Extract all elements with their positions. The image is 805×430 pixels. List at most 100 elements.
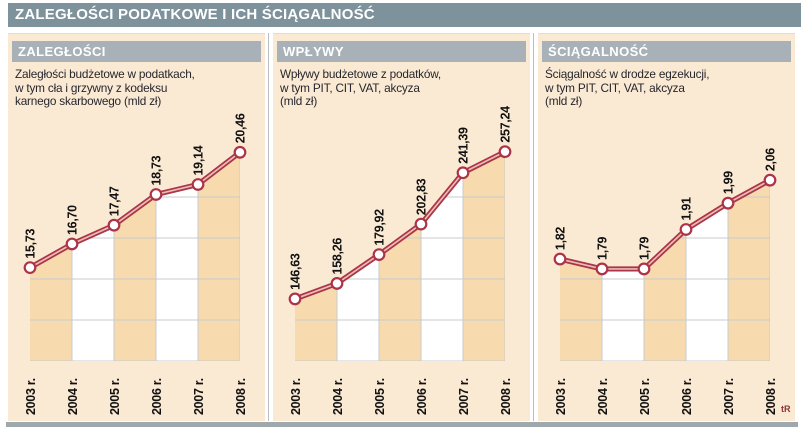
desc-line: karnego skarbowego (mld zł): [15, 94, 162, 109]
desc-line: Zaległości budżetowe w podatkach,: [15, 67, 195, 81]
value-label: 1,82: [554, 227, 568, 250]
author-signature: tR: [781, 404, 791, 414]
data-point-marker: [191, 178, 205, 191]
value-label: 202,83: [415, 178, 429, 215]
bottom-strip: [6, 422, 798, 427]
value-labels: 1,82 1,79 1,79 1,91 1,99 2,06: [554, 148, 778, 260]
year-label: 2007 r.: [722, 378, 736, 415]
data-point-marker: [679, 223, 693, 236]
chart-line-highlight: [294, 150, 506, 300]
area-stripes: [30, 152, 240, 361]
data-point-marker: [330, 277, 344, 290]
panel-divider: [268, 33, 269, 421]
chart-line-highlight: [559, 179, 771, 270]
panel-zaleglosci: 15,73 16,70 17,47 18,73 19,14 20,46 2003 r. 200…: [8, 33, 265, 421]
chart-markers: [553, 173, 777, 276]
area-stripes: [295, 151, 505, 361]
year-labels: 2003 r. 2004 r. 2005 r. 2006 r. 2007 r. 2008 …: [24, 378, 248, 415]
value-label: 179,92: [373, 209, 387, 246]
panel-header-zaleglosci: ZALEGŁOŚCI: [12, 41, 261, 62]
panel-description: Ściągalność w drodze egzekucji, w tym PI…: [545, 67, 791, 109]
value-label: 20,46: [234, 113, 248, 143]
data-point-marker: [372, 248, 386, 262]
value-label: 17,47: [108, 186, 122, 216]
desc-line: w tym cła i grzywny z kodeksu: [15, 80, 168, 95]
year-label: 2004 r.: [596, 378, 610, 415]
desc-line: Wpływy budżetowe z podatków,: [280, 67, 441, 81]
value-label: 257,24: [499, 106, 513, 143]
year-label: 2007 r.: [457, 378, 471, 415]
year-label: 2008 r.: [764, 378, 778, 415]
value-label: 146,63: [289, 253, 303, 290]
line-chart-wplywy: 146,63 158,26 179,92 202,83 241,39 257,24 2003…: [288, 106, 514, 415]
year-label: 2005 r.: [108, 378, 122, 415]
year-labels: 2003 r. 2004 r. 2005 r. 2006 r. 2007 r. 2008 …: [289, 378, 513, 415]
data-point-marker: [595, 262, 609, 276]
year-labels: 2003 r. 2004 r. 2005 r. 2006 r. 2007 r. 2008 …: [554, 378, 778, 415]
panel-divider: [533, 33, 534, 421]
panel-header-sciagalnosc: ŚCIĄGALNOŚĆ: [542, 41, 791, 62]
value-label: 19,14: [192, 145, 206, 175]
data-point-marker: [23, 261, 37, 275]
data-point-marker: [107, 218, 121, 232]
value-label: 1,91: [680, 197, 694, 220]
year-label: 2006 r.: [680, 378, 694, 415]
main-title-bar: ZALEGŁOŚCI PODATKOWE I ICH ŚCIĄGALNOŚĆ: [8, 3, 801, 27]
year-label: 2004 r.: [331, 378, 345, 415]
value-label: 158,26: [331, 238, 345, 275]
value-label: 18,73: [150, 155, 164, 185]
year-label: 2006 r.: [150, 378, 164, 415]
year-label: 2003 r.: [289, 378, 303, 415]
value-label: 1,99: [722, 171, 736, 194]
panel-wplywy: 146,63 158,26 179,92 202,83 241,39 257,24 2003…: [273, 33, 530, 421]
data-point-marker: [149, 188, 163, 201]
year-label: 2003 r.: [24, 378, 38, 415]
chart-markers: [288, 145, 512, 306]
desc-line: Ściągalność w drodze egzekucji,: [545, 67, 710, 81]
data-point-marker: [456, 166, 470, 180]
panel-header-wplywy: WPŁYWY: [277, 41, 526, 62]
panel-header-label: ŚCIĄGALNOŚĆ: [548, 44, 649, 59]
data-point-marker: [414, 217, 428, 231]
value-label: 16,70: [66, 205, 80, 235]
value-label: 1,79: [638, 236, 652, 259]
value-label: 2,06: [764, 148, 778, 171]
value-labels: 146,63 158,26 179,92 202,83 241,39 257,24: [289, 106, 513, 290]
year-label: 2006 r.: [415, 378, 429, 415]
value-labels: 15,73 16,70 17,47 18,73 19,14 20,46: [24, 113, 248, 258]
desc-line: (mld zł): [545, 94, 583, 109]
data-point-marker: [233, 145, 247, 159]
value-label: 1,79: [596, 236, 610, 259]
year-label: 2008 r.: [234, 378, 248, 415]
desc-line: w tym PIT, CIT, VAT, akcyza: [545, 80, 685, 95]
year-label: 2007 r.: [192, 378, 206, 415]
value-label: 15,73: [24, 228, 38, 258]
desc-line: w tym PIT, CIT, VAT, akcyza: [280, 80, 420, 95]
data-point-marker: [637, 262, 651, 276]
chart-line-highlight: [29, 151, 241, 269]
data-point-marker: [65, 237, 79, 251]
value-label: 241,39: [457, 127, 471, 164]
year-label: 2005 r.: [638, 378, 652, 415]
year-label: 2003 r.: [554, 378, 568, 415]
panel-description: Wpływy budżetowe z podatków, w tym PIT, …: [280, 67, 526, 109]
data-point-marker: [553, 252, 567, 266]
main-title: ZALEGŁOŚCI PODATKOWE I ICH ŚCIĄGALNOŚĆ: [15, 6, 375, 23]
data-point-marker: [721, 196, 735, 210]
panel-header-label: ZALEGŁOŚCI: [18, 44, 106, 59]
year-label: 2004 r.: [66, 378, 80, 415]
year-label: 2005 r.: [373, 378, 387, 415]
desc-line: (mld zł): [280, 94, 318, 109]
panel-sciagalnosc: 1,82 1,79 1,79 1,91 1,99 2,06 2003 r. 2004 r. 20…: [538, 33, 795, 421]
chart-markers: [23, 145, 247, 275]
data-point-marker: [498, 145, 512, 159]
year-label: 2008 r.: [499, 378, 513, 415]
area-stripes: [560, 180, 770, 361]
data-point-marker: [763, 173, 777, 187]
panel-description: Zaległości budżetowe w podatkach, w tym …: [15, 67, 261, 109]
data-point-marker: [288, 292, 302, 306]
panel-header-label: WPŁYWY: [283, 44, 344, 59]
